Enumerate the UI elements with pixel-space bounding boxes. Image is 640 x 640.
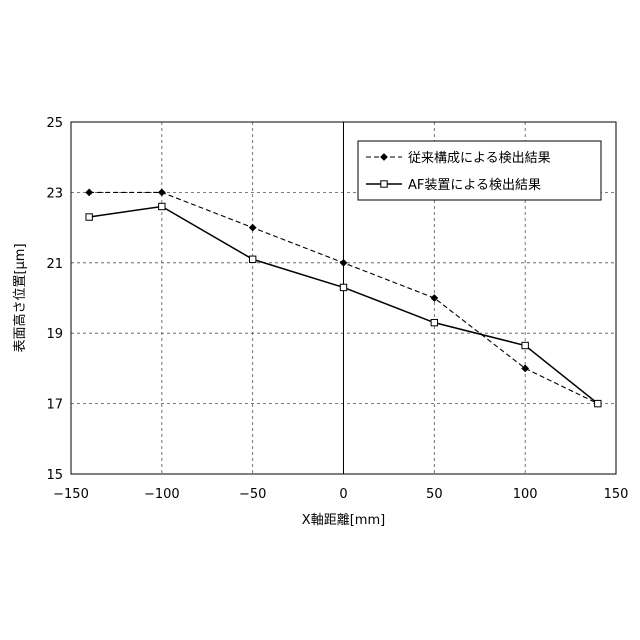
y-tick-label: 23 <box>46 186 63 201</box>
x-tick-label: 50 <box>426 487 443 502</box>
data-point-1 <box>340 284 346 290</box>
legend-swatch-marker-1 <box>381 181 387 187</box>
data-point-1 <box>595 400 601 406</box>
y-axis-label: 表面高さ位置[μm] <box>12 243 28 352</box>
x-tick-label: −50 <box>239 487 266 502</box>
legend-entry-0: 従来構成による検出結果 <box>408 151 551 166</box>
legend: 従来構成による検出結果 AF装置による検出結果 <box>358 141 601 200</box>
y-tick-label: 19 <box>46 327 63 342</box>
data-point-1 <box>431 319 437 325</box>
data-point-0 <box>158 189 165 196</box>
data-point-1 <box>249 256 255 262</box>
x-tick-label: 0 <box>339 487 347 502</box>
y-tick-label: 21 <box>46 257 63 272</box>
data-point-0 <box>340 259 347 266</box>
x-tick-label: −100 <box>144 487 180 502</box>
data-point-1 <box>522 342 528 348</box>
x-axis-label: X軸距離[mm] <box>302 513 385 528</box>
legend-marker <box>381 181 387 187</box>
data-point-0 <box>249 224 256 231</box>
x-tick-label: 100 <box>513 487 538 502</box>
x-tick-label: −150 <box>53 487 89 502</box>
data-point-1 <box>159 203 165 209</box>
data-point-1 <box>86 214 92 220</box>
x-tick-label: 150 <box>604 487 629 502</box>
x-tick-labels: −150 −100 −50 0 50 100 150 <box>53 487 628 502</box>
y-tick-label: 17 <box>46 398 63 413</box>
y-tick-labels: 15 17 19 21 23 25 <box>46 116 63 483</box>
y-tick-label: 15 <box>46 468 63 483</box>
y-tick-label: 25 <box>46 116 63 131</box>
legend-entry-1: AF装置による検出結果 <box>408 178 541 193</box>
data-point-0 <box>86 189 93 196</box>
